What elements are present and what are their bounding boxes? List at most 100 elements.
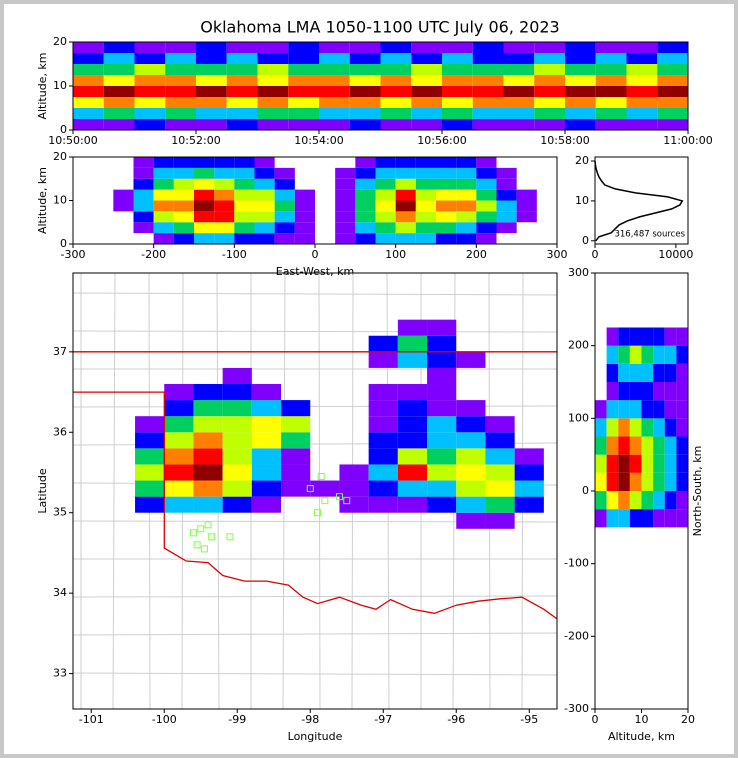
y-tick-label: -200 [564,629,589,642]
density-cell [397,416,428,433]
density-cell [657,42,688,53]
density-cell [368,432,398,449]
density-cell [641,363,654,382]
density-cell [436,211,457,223]
density-cell [194,233,215,244]
density-cell [629,454,642,473]
density-cell [606,363,619,382]
density-cell [397,496,428,513]
density-cell [653,400,665,419]
density-cell [397,400,428,417]
density-cell [618,345,630,364]
y-tick-label: 100 [568,411,589,424]
x-tick-label: -100 [222,248,247,261]
density-cell [595,472,607,491]
density-cell [516,211,537,223]
density-cell [288,53,319,64]
density-cell [595,64,627,75]
density-cell [153,211,174,223]
density-cell [442,97,473,108]
density-cell [397,480,428,497]
x-tick-label: -99 [228,713,246,726]
density-cell [442,75,473,86]
density-cell [496,200,517,212]
density-cell [476,178,497,190]
density-cell [165,64,196,75]
x-tick-label: 10:52:00 [171,134,220,147]
density-cell [319,108,350,119]
density-cell [534,42,565,53]
density-cell [456,432,486,449]
density-cell [657,86,688,97]
station [200,545,208,553]
density-cell [427,432,457,449]
density-cell [103,108,135,119]
density-cell [496,222,517,234]
density-cell [456,464,486,481]
density-cell [676,382,688,401]
density-cell [165,86,196,97]
density-cell [135,432,165,449]
density-cell [173,167,194,179]
y-tick-label: 20 [53,35,67,48]
density-cell [103,75,135,86]
density-cell [472,86,504,97]
density-cell [641,418,654,437]
density-cell [514,464,544,481]
density-cell [503,75,535,86]
density-cell [595,509,607,528]
density-cell [173,200,194,212]
density-cell [534,86,565,97]
density-cell [657,97,688,108]
density-cell [257,108,289,119]
density-cell [626,75,658,86]
station [197,525,205,533]
density-cell [375,211,396,223]
density-cell [395,233,416,244]
density-cell [153,222,174,234]
density-cell [226,53,258,64]
density-cell [514,496,544,513]
x-tick-label: 11:00:00 [663,134,712,147]
density-cell [629,327,642,346]
density-cell [196,97,227,108]
density-cell [222,416,252,433]
density-cell [134,64,166,75]
density-cell [595,53,627,64]
density-cell [234,178,255,190]
density-cell [485,464,515,481]
station [317,473,325,481]
density-cell [368,496,398,513]
density-cell [606,472,619,491]
density-cell [196,119,227,130]
density-cell [214,189,235,201]
density-cell [196,108,227,119]
density-cell [349,86,381,97]
x-tick-label: 10:50:00 [48,134,97,147]
density-cell [310,480,340,497]
density-cell [641,382,654,401]
density-cell [676,454,688,473]
density-cell [595,491,607,510]
density-cell [476,211,497,223]
density-cell [251,416,282,433]
density-cell [395,178,416,190]
density-cell [251,400,282,417]
station [306,485,314,493]
density-cell [595,454,607,473]
density-cell [335,167,356,179]
x-tick-label: -300 [61,248,86,261]
density-cell [274,167,295,179]
density-cell [164,400,194,417]
density-cell [411,53,442,64]
density-cell [411,97,442,108]
density-cell [442,42,473,53]
density-cell [397,319,428,336]
density-cell [436,200,457,212]
density-cell [196,75,227,86]
density-cell [349,53,381,64]
y-tick-label: 300 [568,266,589,279]
density-cell [368,416,398,433]
density-cell [222,400,252,417]
density-cell [165,42,196,53]
